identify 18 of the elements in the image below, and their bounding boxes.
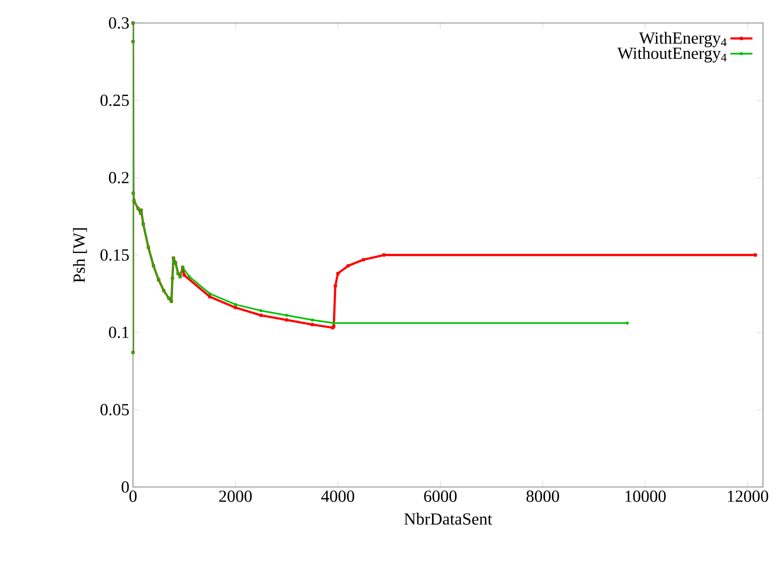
y-tick-label: 0.05 [100,404,129,416]
legend-label: WithoutEnergy$_{4}$ [617,47,727,62]
x-tick-label: 4000 [321,490,354,502]
y-tick-label: 0.3 [108,17,129,29]
y-tick-label: 0.2 [108,172,129,184]
y-tick-label: 0.25 [100,94,129,106]
x-tick-label: 6000 [424,490,457,502]
legend-label: WithEnergy$_{4}$ [639,32,727,48]
x-tick-label: 10000 [626,490,666,502]
y-tick-label: 0.1 [108,326,128,338]
x-axis-title: NbrDataSent [404,512,492,525]
y-axis-title: Psh [W] [72,228,87,283]
y-tick-label: 0 [122,481,129,493]
x-tick-label: 12000 [728,490,768,502]
x-tick-label: 0 [129,490,137,502]
y-tick-label: 0.15 [100,249,129,261]
x-tick-label: 2000 [219,490,252,502]
x-tick-label: 8000 [526,490,560,502]
